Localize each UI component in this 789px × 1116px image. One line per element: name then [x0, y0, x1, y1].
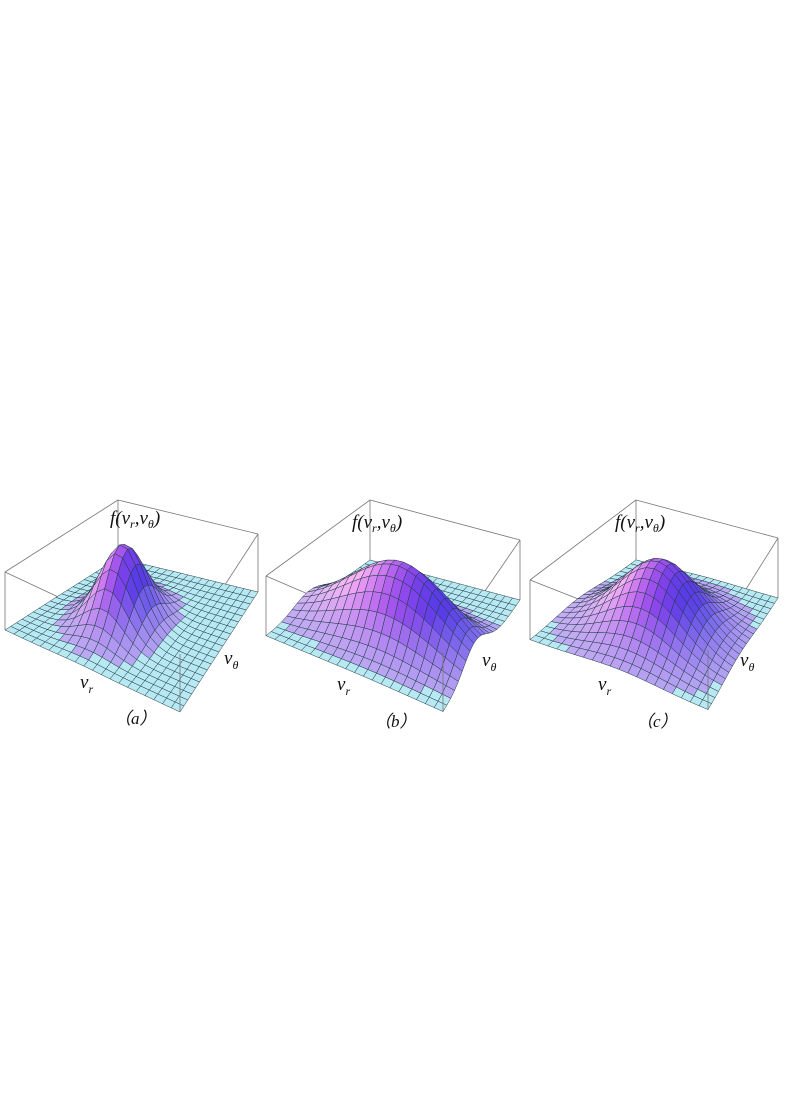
- y-label-subscript: θ: [490, 660, 496, 674]
- z-label-subscript: θ: [390, 521, 396, 535]
- z-label: f(vr,vθ): [352, 512, 402, 535]
- z-label-part: ,v: [377, 512, 391, 533]
- z-label-subscript: r: [130, 517, 135, 531]
- y-label: vθ: [224, 648, 238, 672]
- x-label-subscript: r: [345, 684, 350, 698]
- x-label-base: v: [337, 674, 346, 695]
- box-edge: [529, 499, 637, 581]
- x-label-base: v: [80, 672, 89, 693]
- box-edge: [265, 499, 371, 577]
- z-label-part: ): [153, 508, 160, 529]
- box-edge: [117, 499, 259, 535]
- y-label-subscript: θ: [232, 658, 238, 672]
- z-label-part: ,v: [640, 512, 654, 533]
- x-label: vr: [337, 674, 350, 698]
- caption: （c）: [636, 712, 678, 731]
- box-edge: [369, 499, 521, 541]
- surface-cell: [433, 700, 448, 712]
- z-label-part: f(v: [110, 508, 131, 529]
- z-label: f(vr,vθ): [110, 508, 160, 531]
- z-label-subscript: r: [372, 521, 377, 535]
- y-label-base: v: [740, 650, 749, 671]
- z-label-part: ): [658, 512, 665, 533]
- x-label-base: v: [598, 674, 607, 695]
- surface-cell: [698, 699, 712, 710]
- x-label: vr: [598, 674, 611, 698]
- z-label-part: ): [395, 512, 402, 533]
- caption: （a）: [114, 709, 157, 728]
- surface-cell: [170, 701, 185, 713]
- x-label: vr: [80, 672, 93, 696]
- caption: （b）: [374, 712, 417, 731]
- box-edge: [635, 499, 779, 539]
- z-label-part: f(v: [615, 512, 636, 533]
- y-label-base: v: [224, 648, 233, 669]
- y-label-base: v: [482, 650, 491, 671]
- z-label-subscript: θ: [148, 517, 154, 531]
- y-label: vθ: [482, 650, 496, 674]
- z-label-subscript: r: [635, 521, 640, 535]
- y-label-subscript: θ: [748, 660, 754, 674]
- z-label: f(vr,vθ): [615, 512, 665, 535]
- x-label-subscript: r: [606, 684, 611, 698]
- x-label-subscript: r: [88, 682, 93, 696]
- z-label-subscript: θ: [653, 521, 659, 535]
- y-label: vθ: [740, 650, 754, 674]
- z-label-part: f(v: [352, 512, 373, 533]
- box-edge: [4, 499, 119, 573]
- z-label-part: ,v: [135, 508, 149, 529]
